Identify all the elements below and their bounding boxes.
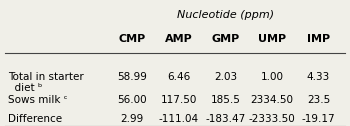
Text: 6.46: 6.46 <box>167 72 190 82</box>
Text: GMP: GMP <box>211 34 239 44</box>
Text: CMP: CMP <box>119 34 146 44</box>
Text: Nucleotide (ppm): Nucleotide (ppm) <box>177 10 274 20</box>
Text: 23.5: 23.5 <box>307 95 330 105</box>
Text: Difference: Difference <box>8 114 62 124</box>
Text: -2333.50: -2333.50 <box>248 114 295 124</box>
Text: 1.00: 1.00 <box>260 72 284 82</box>
Text: 185.5: 185.5 <box>210 95 240 105</box>
Text: -183.47: -183.47 <box>205 114 245 124</box>
Text: -19.17: -19.17 <box>302 114 335 124</box>
Text: 2.03: 2.03 <box>214 72 237 82</box>
Text: 56.00: 56.00 <box>118 95 147 105</box>
Text: 117.50: 117.50 <box>161 95 197 105</box>
Text: Total in starter
  diet ᵇ: Total in starter diet ᵇ <box>8 72 84 93</box>
Text: 58.99: 58.99 <box>117 72 147 82</box>
Text: Sows milk ᶜ: Sows milk ᶜ <box>8 95 68 105</box>
Text: UMP: UMP <box>258 34 286 44</box>
Text: 2334.50: 2334.50 <box>250 95 293 105</box>
Text: 2.99: 2.99 <box>121 114 144 124</box>
Text: IMP: IMP <box>307 34 330 44</box>
Text: -111.04: -111.04 <box>159 114 199 124</box>
Text: 4.33: 4.33 <box>307 72 330 82</box>
Text: AMP: AMP <box>165 34 193 44</box>
